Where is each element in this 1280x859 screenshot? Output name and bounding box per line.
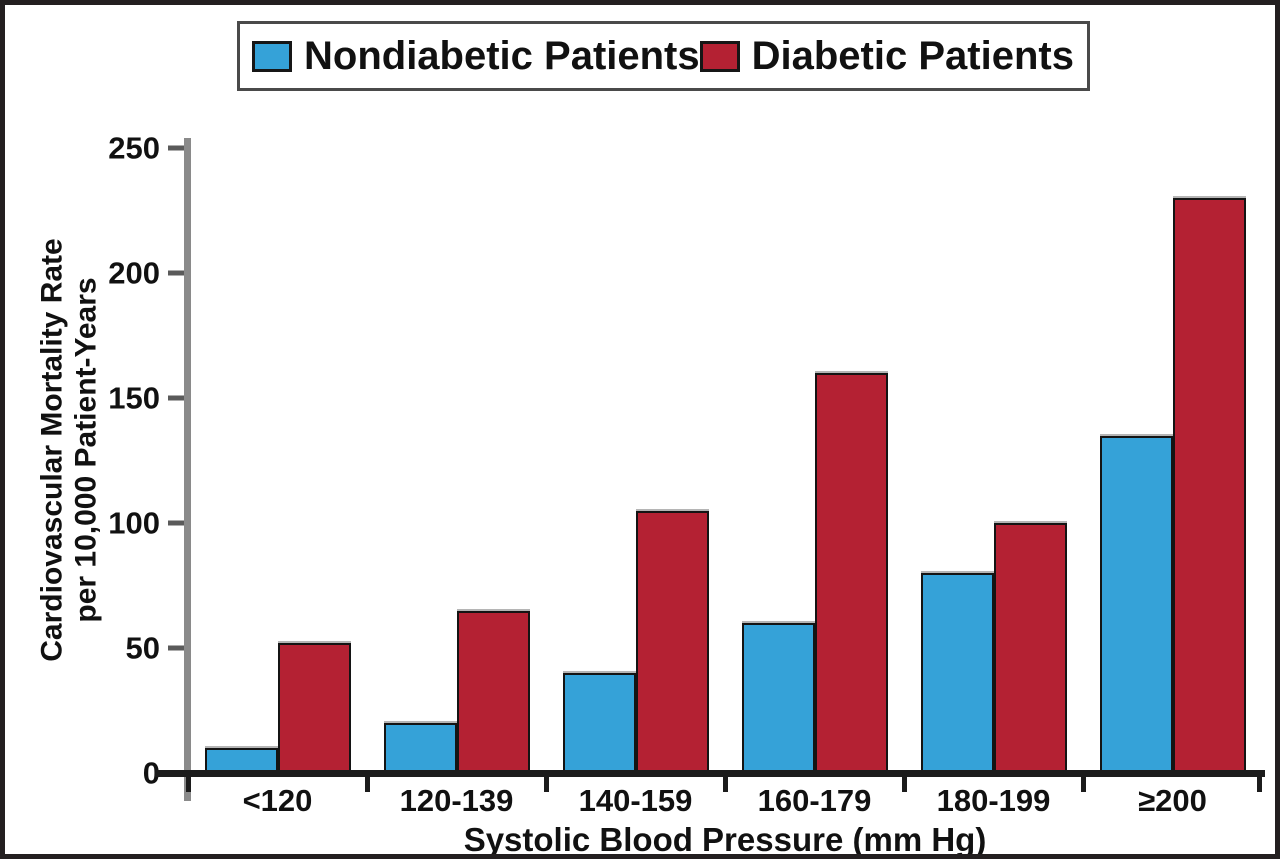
bar-nondiabetic-<120 [204, 748, 278, 773]
x-tick-mark-3 [722, 777, 728, 792]
y-tick-label-250: 250 [108, 130, 160, 166]
bar-group-180-199 [904, 148, 1083, 773]
x-axis-title: Systolic Blood Pressure (mm Hg) [463, 821, 987, 858]
x-tick-mark-5 [1080, 777, 1086, 792]
legend-swatch-diabetic-icon [699, 40, 740, 72]
legend: Nondiabetic Patients Diabetic Patients [237, 21, 1090, 91]
x-tick-label-180-199: 180-199 [936, 783, 1051, 818]
y-axis-ticks: 0 50 100 150 200 250 [5, 133, 188, 789]
x-tick-label-≥200: ≥200 [1138, 783, 1207, 818]
legend-label-nondiabetic: Nondiabetic Patients [304, 33, 700, 78]
x-tick-mark-1 [364, 777, 370, 792]
bar-group-140-159 [546, 148, 725, 773]
x-tick-mark-4 [901, 777, 907, 792]
bar-diabetic-≥200 [1172, 198, 1246, 773]
y-tick-mark-100 [168, 520, 184, 526]
y-tick-mark-50 [168, 645, 184, 651]
x-axis-boundary-ticks [185, 777, 1262, 793]
bar-nondiabetic-120-139 [383, 723, 457, 773]
y-tick-label-0: 0 [142, 755, 160, 791]
x-axis-line [155, 770, 1265, 777]
y-axis-line [184, 138, 191, 801]
bar-diabetic-180-199 [993, 523, 1067, 773]
x-tick-mark-6 [1257, 777, 1262, 792]
y-tick-mark-250 [168, 145, 184, 151]
bar-group-160-179 [725, 148, 904, 773]
x-tick-mark-2 [543, 777, 549, 792]
bar-nondiabetic-160-179 [741, 623, 815, 773]
bar-nondiabetic-140-159 [562, 673, 636, 773]
y-tick-label-100: 100 [108, 505, 160, 541]
bar-group-<120 [188, 148, 367, 773]
y-tick-label-150: 150 [108, 380, 160, 416]
bar-group-120-139 [367, 148, 546, 773]
bar-diabetic-<120 [277, 643, 351, 773]
x-tick-label-120-139: 120-139 [399, 783, 514, 818]
x-tick-label-140-159: 140-159 [578, 783, 693, 818]
bar-group-≥200 [1083, 148, 1262, 773]
y-tick-mark-150 [168, 395, 184, 401]
y-tick-label-200: 200 [108, 255, 160, 291]
legend-swatch-nondiabetic-icon [252, 40, 292, 72]
y-tick-mark-200 [168, 270, 184, 276]
bar-diabetic-140-159 [635, 510, 709, 773]
bar-diabetic-160-179 [814, 373, 888, 773]
bar-diabetic-120-139 [456, 610, 530, 773]
legend-item-diabetic: Diabetic Patients [699, 33, 1074, 79]
bar-nondiabetic-≥200 [1099, 435, 1173, 773]
legend-label-diabetic: Diabetic Patients [751, 33, 1074, 78]
x-tick-label-160-179: 160-179 [757, 783, 872, 818]
plot-area [188, 148, 1262, 773]
x-axis-labels: <120 120-139 140-159 160-179 180-199 ≥200 [188, 783, 1262, 819]
y-tick-label-50: 50 [125, 630, 160, 666]
legend-item-nondiabetic: Nondiabetic Patients [252, 34, 700, 79]
x-tick-mark-0 [185, 777, 191, 792]
bar-nondiabetic-180-199 [920, 573, 994, 773]
x-tick-label-<120: <120 [242, 783, 313, 818]
